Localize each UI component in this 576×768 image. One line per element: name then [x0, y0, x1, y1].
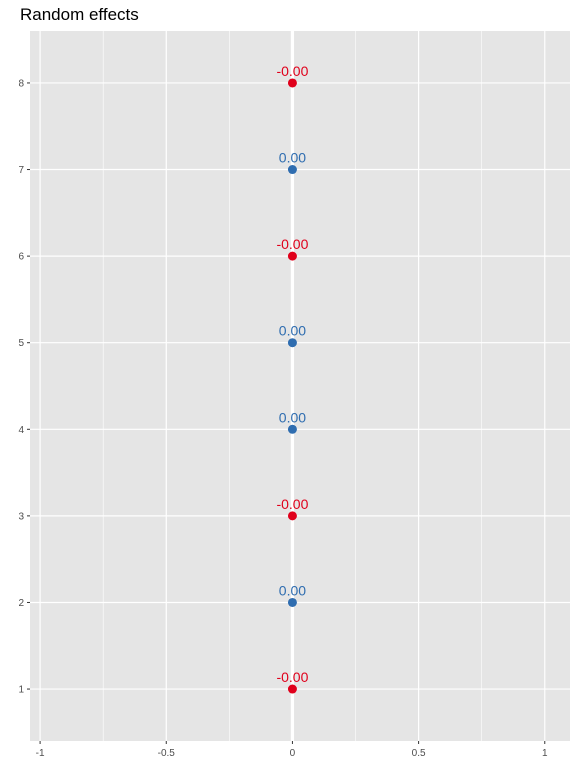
x-tick-label: -1	[36, 748, 45, 759]
x-tick-label: 0.5	[412, 748, 426, 759]
y-tick-label: 7	[18, 165, 24, 176]
x-tick-label: -0.5	[158, 748, 176, 759]
data-point	[287, 597, 297, 607]
data-label: -0.00	[276, 496, 308, 512]
data-point	[287, 338, 297, 348]
data-label: -0.00	[276, 669, 308, 685]
data-label: -0.00	[276, 236, 308, 252]
x-tick-label: 0	[290, 748, 296, 759]
y-tick-label: 6	[18, 252, 24, 263]
y-tick-label: 2	[18, 598, 24, 609]
data-point	[287, 424, 297, 434]
data-point	[287, 251, 297, 261]
y-tick-label: 4	[18, 425, 24, 436]
y-tick-label: 3	[18, 511, 24, 522]
chart-title: Random effects	[20, 5, 139, 24]
y-tick-label: 8	[18, 78, 24, 89]
data-point	[287, 165, 297, 175]
data-label: 0.00	[279, 582, 306, 598]
y-tick-label: 1	[18, 685, 24, 696]
data-label: 0.00	[279, 409, 306, 425]
data-label: -0.00	[276, 63, 308, 79]
x-tick-label: 1	[542, 748, 548, 759]
data-point	[287, 684, 297, 694]
data-label: 0.00	[279, 323, 306, 339]
plot-panel	[30, 31, 570, 741]
y-tick-label: 5	[18, 338, 24, 349]
data-label: 0.00	[279, 150, 306, 166]
data-point	[287, 78, 297, 88]
data-point	[287, 511, 297, 521]
